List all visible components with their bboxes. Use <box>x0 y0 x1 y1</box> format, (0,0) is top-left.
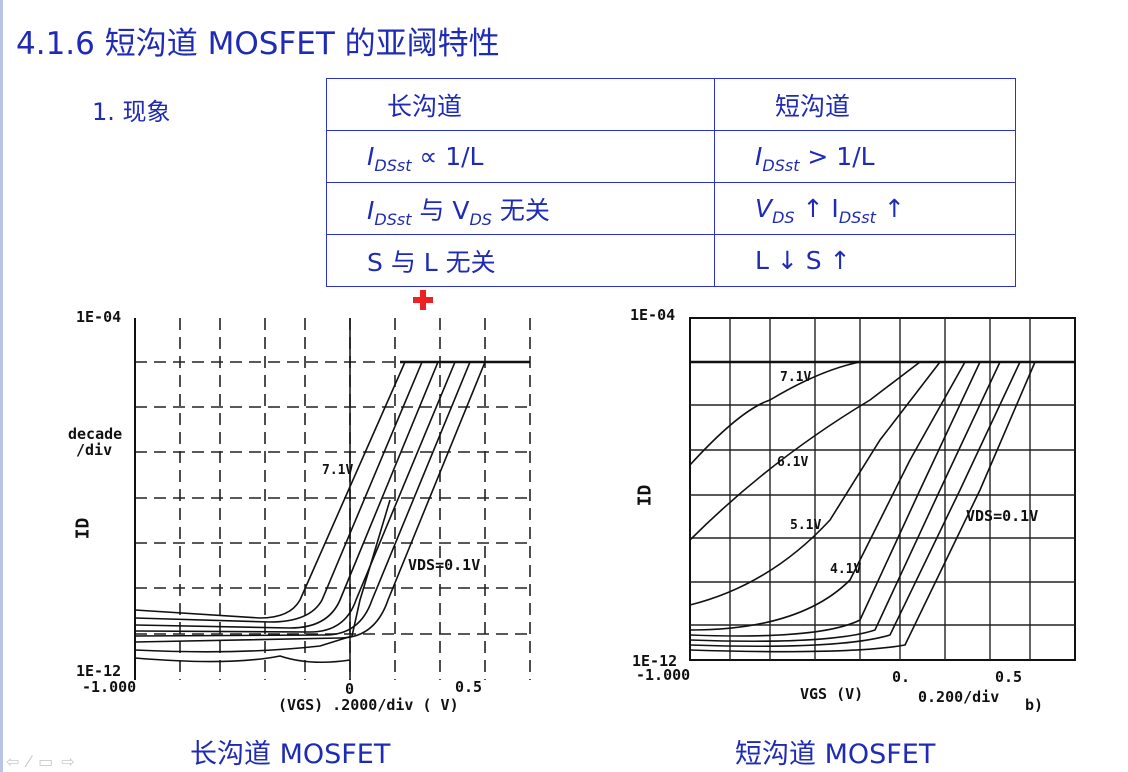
slide-title: 4.1.6 短沟道 MOSFET 的亚阈特性 <box>16 26 500 62</box>
long-channel-caption: 长沟道 MOSFET <box>190 739 391 770</box>
x-min-label: -1.000 <box>82 678 137 696</box>
long-channel-plot: 1E-04 decade /div ID 1E-12 -1.000 0 0.5 … <box>60 300 560 730</box>
header-short-channel: 短沟道 <box>714 78 1016 131</box>
x-half-label: 0.5 <box>455 678 483 696</box>
slide-nav-controls: ⇦⁄▭⇨ <box>6 752 83 771</box>
curve-label: 7.1V <box>780 370 812 385</box>
curve-label: 7.1V <box>322 463 354 478</box>
laser-pointer-cursor <box>413 290 433 310</box>
panel-label: b) <box>1025 696 1044 714</box>
table-header-row: 长沟道 短沟道 <box>326 78 1016 131</box>
cell-long-row1: IDSst ∝ 1/L <box>326 130 715 183</box>
menu-icon[interactable]: ▭ <box>38 752 62 771</box>
comparison-table: 长沟道 短沟道 IDSst ∝ 1/L IDSst > 1/L IDSst 与 … <box>326 78 1016 287</box>
curve-label: 4.1V <box>830 562 862 577</box>
curve-label: 5.1V <box>790 518 822 533</box>
cell-long-row2: IDSst 与 VDS 无关 <box>326 182 715 235</box>
vds-label: VDS=0.1V <box>408 556 481 574</box>
arrow-left-icon[interactable]: ⇦ <box>6 752 28 771</box>
cell-short-row3: L ↓ S ↑ <box>714 234 1016 287</box>
header-long-channel: 长沟道 <box>326 78 715 131</box>
cell-short-row1: IDSst > 1/L <box>714 130 1016 183</box>
y-axis-label: ID <box>634 484 656 507</box>
cell-short-row2: VDS ↑ IDSst ↑ <box>714 182 1016 235</box>
x-zero-label: 0 <box>345 680 355 698</box>
y-min-label: 1E-12 <box>76 662 122 680</box>
y-max-label: 1E-04 <box>630 306 676 324</box>
y-axis-label: ID <box>72 517 94 540</box>
x-axis-label: (VGS) .2000/div ( V) <box>278 696 459 714</box>
pen-icon[interactable]: ⁄ <box>27 752 39 771</box>
curve-label: 6.1V <box>777 455 809 470</box>
long-channel-graph <box>134 318 531 680</box>
x-div-label: 0.200/div <box>918 688 1000 706</box>
y-max-label: 1E-04 <box>76 308 122 326</box>
table-row: IDSst ∝ 1/L IDSst > 1/L <box>326 130 1016 183</box>
vds-label: VDS=0.1V <box>966 507 1039 525</box>
slide-left-border <box>0 0 3 772</box>
y-min-label: 1E-12 <box>632 652 678 670</box>
short-channel-caption: 短沟道 MOSFET <box>735 739 936 770</box>
arrow-right-icon[interactable]: ⇨ <box>61 752 83 771</box>
table-row: IDSst 与 VDS 无关 VDS ↑ IDSst ↑ <box>326 182 1016 235</box>
decade-div-label: /div <box>76 441 113 459</box>
section-heading: 1. 现象 <box>92 98 171 126</box>
short-channel-graph <box>689 317 1076 661</box>
x-axis-label: VGS (V) <box>800 685 864 703</box>
x-min-label: -1.000 <box>636 666 691 684</box>
cell-long-row3: S 与 L 无关 <box>326 234 715 287</box>
decade-label: decade <box>68 425 123 443</box>
table-row: S 与 L 无关 L ↓ S ↑ <box>326 234 1016 287</box>
short-channel-plot: 1E-04 ID 1E-12 -1.000 0. 0.5 VGS (V) 0.2… <box>620 300 1090 720</box>
x-zero-label: 0. <box>892 668 911 686</box>
x-half-label: 0.5 <box>995 668 1023 686</box>
